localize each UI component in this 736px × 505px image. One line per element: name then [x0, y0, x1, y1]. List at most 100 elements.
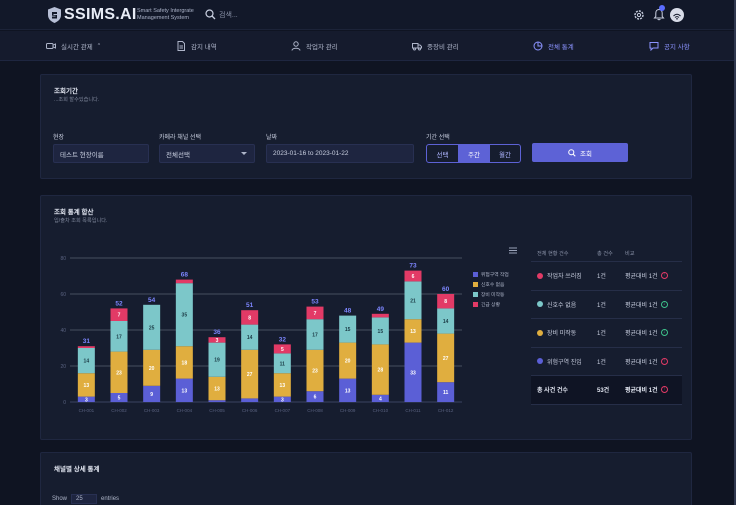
status-dot	[537, 358, 543, 365]
y-tick-label: 0	[63, 400, 66, 406]
data-label: 28	[378, 368, 384, 374]
top-bar: SSIMS.AI Smart Safety Intergrate Managem…	[0, 0, 736, 30]
bar-segment	[241, 310, 259, 325]
data-label: 15	[345, 327, 351, 333]
status-dot	[537, 329, 543, 336]
bar-segment	[175, 346, 193, 379]
x-tick-label: CH-004	[177, 408, 193, 413]
total-label: 51	[246, 302, 254, 309]
chart-menu-icon[interactable]	[509, 247, 517, 254]
period-option-weekly[interactable]: 주간	[458, 145, 489, 162]
data-label: 13	[84, 383, 90, 389]
bar-segment	[404, 270, 422, 282]
avatar[interactable]	[670, 8, 684, 22]
site-field[interactable]: 테스트 현장이름	[53, 144, 149, 163]
query-card: 조회기간 ...조회 할수있습니다. 현장 테스트 현장이름 카메라 채널 선택…	[40, 74, 692, 179]
bar-segment	[306, 349, 324, 392]
period-option-select[interactable]: 선택	[436, 151, 449, 159]
summary-row: 장비 미작동 1건 평균대비 1건 ↓	[531, 319, 682, 348]
data-label: 5	[281, 347, 284, 353]
logo-text[interactable]: SSIMS.AI	[64, 6, 137, 23]
legend-label: 위험구역 작업	[481, 271, 509, 278]
trend-up-icon: ↑	[660, 357, 668, 365]
summary-header: 전체 현황 건수 총 건수 비교	[531, 246, 682, 262]
nav-item-notice[interactable]: 공지 사항	[649, 31, 690, 61]
bar-segment	[273, 396, 291, 402]
bar-segment	[241, 398, 259, 402]
data-label: 18	[182, 360, 188, 366]
legend-swatch	[473, 272, 478, 277]
legend-swatch	[473, 292, 478, 297]
data-label: 7	[118, 313, 121, 319]
data-label: 6	[314, 395, 317, 401]
data-label: 14	[443, 319, 449, 325]
query-title: 조회기간	[54, 88, 78, 95]
bar-segment	[371, 344, 389, 395]
bar-segment	[306, 306, 324, 320]
data-label: 8	[248, 315, 251, 321]
data-label: 11	[280, 361, 286, 367]
bar-segment	[306, 319, 324, 350]
legend-swatch	[473, 282, 478, 287]
message-icon	[649, 42, 659, 51]
data-label: 17	[116, 334, 122, 340]
bar-segment	[371, 317, 389, 345]
data-label: 5	[118, 396, 121, 402]
search-input[interactable]	[219, 9, 299, 21]
stacked-bar-chart: 0 20 40 60 80 3 13 14 31 CH-001 5 23 17 7 52 CH-002 9 20 2…	[60, 256, 509, 413]
data-label: 4	[379, 396, 382, 402]
nav-item-equipment[interactable]: 중장비 관리	[412, 31, 459, 61]
bar-segment	[339, 315, 357, 343]
summary-row-label: 장비 미작동	[547, 331, 577, 338]
search-button[interactable]: 조회	[532, 143, 628, 162]
nav-item-statistics[interactable]: 전체 통계	[533, 31, 574, 61]
document-icon	[177, 41, 185, 51]
bar-segment	[77, 348, 95, 374]
chevron-down-icon	[241, 152, 247, 155]
search-icon[interactable]	[205, 9, 216, 20]
bar-segment	[208, 337, 226, 343]
summary-table: 전체 현황 건수 총 건수 비교 작업자 쓰러짐 1건 평균대비 1건 ↑ 신호수 없음…	[531, 246, 682, 405]
bar-segment	[339, 342, 357, 379]
summary-row-label: 신호수 없음	[547, 302, 577, 309]
bar-segment	[77, 396, 95, 402]
data-label: 21	[410, 298, 416, 304]
bar-segment	[437, 382, 455, 402]
date-range-field[interactable]: 2023-01-16 to 2023-01-22	[266, 144, 414, 163]
nav-item-detection[interactable]: 감지 내역	[176, 31, 217, 61]
data-label: 13	[280, 383, 286, 389]
channel-stats-title: 채널별 상세 통계	[54, 466, 100, 473]
data-label: 27	[443, 356, 449, 362]
bar-segment	[241, 324, 259, 350]
summary-row-count: 1건	[597, 359, 606, 366]
data-label: 3	[85, 397, 88, 403]
period-option-monthly[interactable]: 월간	[489, 145, 520, 162]
bar-segment	[143, 385, 161, 402]
trend-down-icon: ↓	[660, 329, 668, 337]
data-label: 23	[116, 370, 122, 376]
bar-segment	[339, 378, 357, 402]
legend-label: 장비 미작동	[481, 291, 505, 298]
bar-segment	[371, 313, 389, 318]
data-label: 19	[214, 358, 220, 364]
gear-icon[interactable]	[633, 9, 645, 21]
summary-row-compare: 평균대비 1건	[625, 274, 658, 281]
bar-segment	[437, 294, 455, 309]
nav-item-workers[interactable]: 작업자 관리	[291, 31, 338, 61]
summary-row: 작업자 쓰러짐 1건 평균대비 1건 ↑	[531, 262, 682, 291]
channel-select[interactable]: 전체선택	[159, 144, 255, 163]
logo-shield-icon	[48, 7, 61, 23]
stats-title: 조회 통계 합산	[54, 209, 94, 216]
data-label: 35	[182, 313, 188, 319]
bar-segment	[404, 319, 422, 343]
summary-row-label: 위험구역 진입	[547, 359, 582, 366]
data-label: 9	[150, 392, 153, 398]
y-tick-label: 40	[60, 328, 66, 334]
query-subtitle: ...조회 할수있습니다.	[54, 97, 100, 103]
summary-row-label: 작업자 쓰러짐	[547, 274, 582, 281]
total-label: 68	[181, 272, 189, 279]
period-label: 기간 선택	[426, 135, 450, 141]
entries-select[interactable]: 25	[71, 494, 98, 504]
nav-item-realtime[interactable]: 실시간 관제 ^	[46, 31, 100, 61]
summary-row-count: 1건	[597, 331, 606, 338]
